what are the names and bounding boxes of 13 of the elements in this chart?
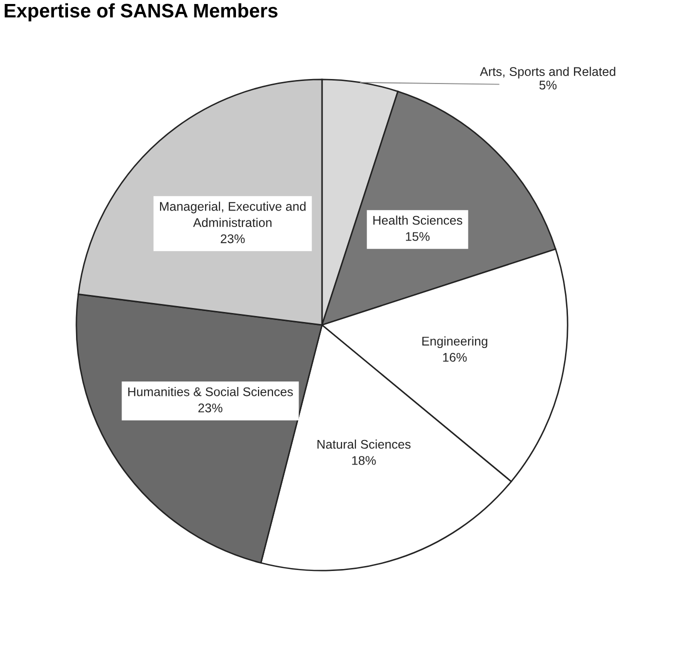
slice-label: Natural Sciences xyxy=(318,440,411,449)
data-label: 18% xyxy=(352,456,376,465)
data-label: 16% xyxy=(443,352,467,362)
slice-label: Managerial, Executive and Administration xyxy=(160,202,306,228)
chart-title: Expertise of SANSA Members xyxy=(4,3,278,22)
data-label: 23% xyxy=(220,234,245,244)
data-label: 23% xyxy=(198,404,222,412)
slice-label: Health Sciences xyxy=(373,216,462,225)
data-label: 5% xyxy=(539,80,557,90)
slice-label: Humanities & Social Sciences xyxy=(128,387,293,396)
slice-label: Engineering xyxy=(422,336,488,348)
data-label: 15% xyxy=(406,232,430,241)
slice-label: Arts, Sports and Related xyxy=(480,66,616,78)
